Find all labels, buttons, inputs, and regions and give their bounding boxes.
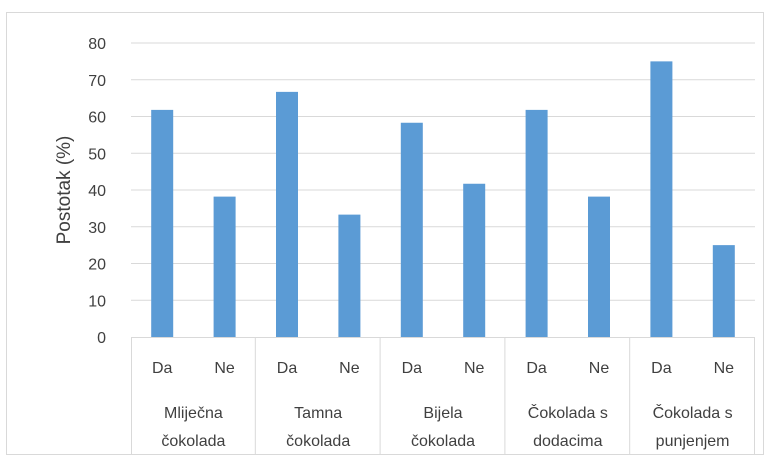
bar — [338, 214, 361, 337]
x-tick-label: Da — [277, 360, 298, 377]
x-tick-label: Ne — [464, 360, 485, 377]
bar — [276, 91, 298, 337]
y-tick-label: 30 — [88, 220, 106, 237]
x-group-label: dodacima — [533, 433, 602, 450]
bar — [588, 196, 610, 337]
y-tick-label: 20 — [88, 257, 106, 274]
x-group-label: punjenjem — [656, 433, 730, 450]
y-tick-label: 0 — [97, 330, 106, 347]
bar — [650, 61, 673, 337]
bar — [525, 109, 548, 337]
x-tick-label: Da — [402, 360, 423, 377]
y-axis-ticks: 0 10 20 30 40 50 60 70 80 — [88, 36, 106, 347]
x-group-label: čokolada — [161, 433, 225, 450]
x-tick-label: Da — [651, 360, 672, 377]
x-group-label: Mliječna — [164, 405, 223, 422]
y-tick-label: 60 — [88, 110, 106, 127]
bar — [400, 122, 423, 337]
x-tick-label: Ne — [589, 360, 610, 377]
x-group-label: Tamna — [294, 405, 342, 422]
x-tick-label: Ne — [339, 360, 360, 377]
bar — [151, 109, 174, 337]
y-axis-title: Postotak (%) — [54, 136, 75, 245]
x-tick-label: Ne — [214, 360, 235, 377]
bar — [712, 245, 735, 337]
x-group-label: Bijela — [423, 405, 462, 422]
x-tick-label: Da — [526, 360, 547, 377]
bar — [463, 183, 486, 337]
y-tick-label: 10 — [88, 293, 106, 310]
bars — [151, 61, 735, 337]
y-tick-label: 40 — [88, 183, 106, 200]
y-tick-label: 70 — [88, 73, 106, 90]
x-group-label: Čokolada s — [528, 403, 608, 422]
bar — [213, 196, 236, 337]
chart-area — [6, 12, 764, 455]
x-group-label: Čokolada s — [653, 403, 733, 422]
x-axis: Da Ne Mliječna čokolada Da Ne Tamna čokolada Da N… — [131, 337, 755, 455]
y-tick-label: 50 — [88, 146, 106, 163]
x-group-label: čokolada — [411, 433, 475, 450]
y-tick-label: 80 — [88, 36, 106, 53]
x-tick-label: Ne — [714, 360, 735, 377]
x-tick-label: Da — [152, 360, 173, 377]
x-group-label: čokolada — [286, 433, 350, 450]
